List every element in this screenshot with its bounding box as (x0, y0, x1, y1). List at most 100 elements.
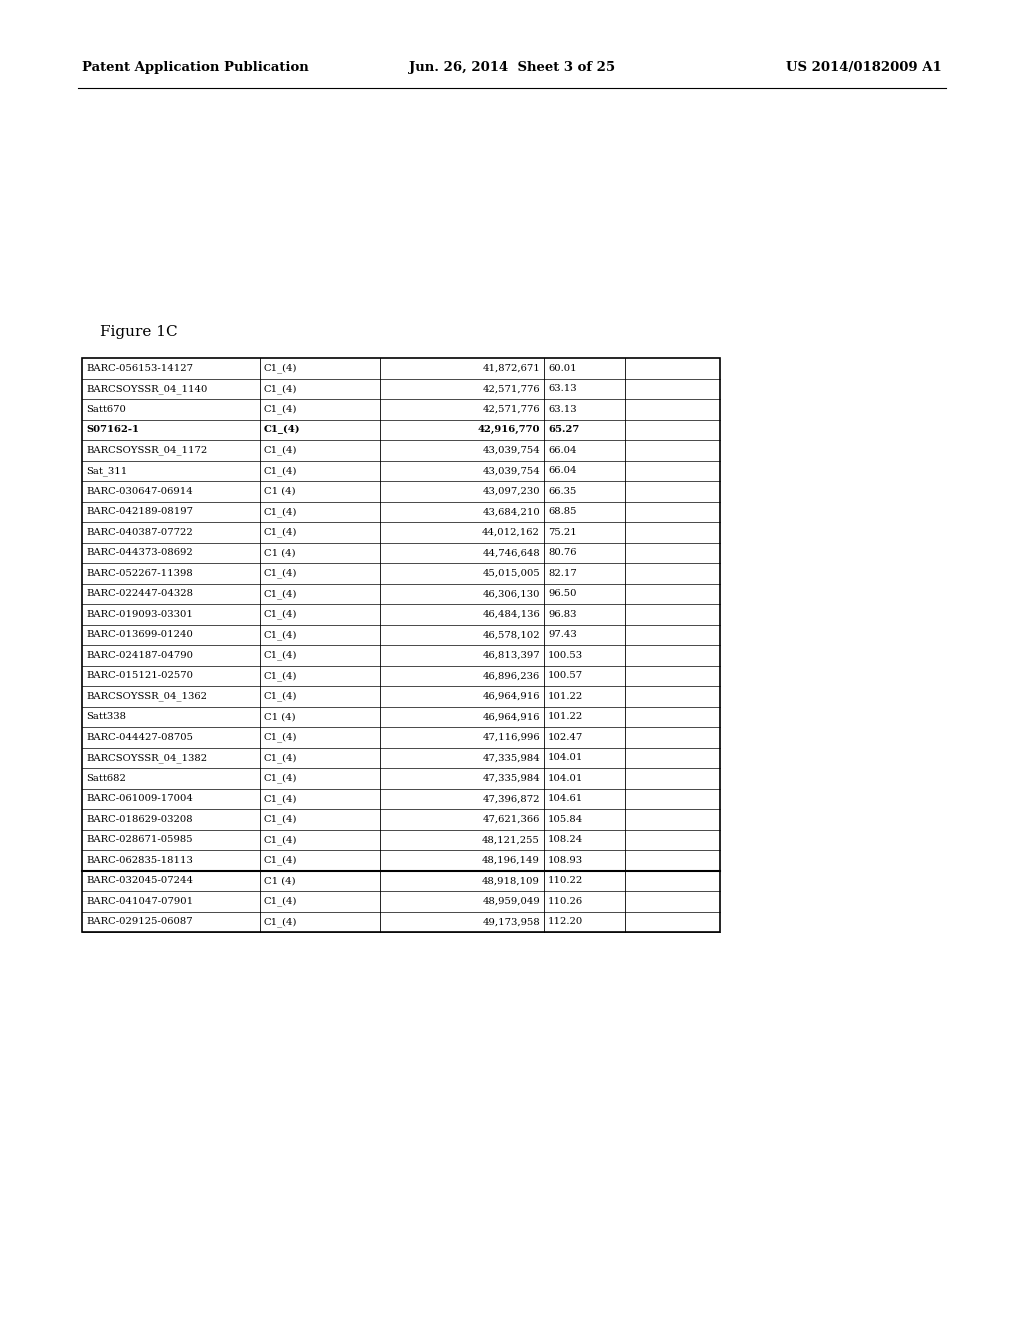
Text: C1_(4): C1_(4) (264, 589, 298, 599)
Text: 46,484,136: 46,484,136 (482, 610, 540, 619)
Text: C1_(4): C1_(4) (264, 752, 298, 763)
Text: 110.26: 110.26 (548, 896, 583, 906)
Text: 68.85: 68.85 (548, 507, 577, 516)
Text: 47,335,984: 47,335,984 (482, 754, 540, 762)
Text: 100.57: 100.57 (548, 672, 583, 680)
Text: C1_(4): C1_(4) (264, 528, 298, 537)
Text: Sat_311: Sat_311 (86, 466, 127, 475)
Text: 63.13: 63.13 (548, 384, 577, 393)
Text: 44,012,162: 44,012,162 (482, 528, 540, 537)
Text: 42,571,776: 42,571,776 (482, 405, 540, 413)
Text: C1_(4): C1_(4) (264, 630, 298, 640)
Text: 104.61: 104.61 (548, 795, 584, 804)
Text: 41,872,671: 41,872,671 (482, 364, 540, 372)
Text: 48,918,109: 48,918,109 (482, 876, 540, 886)
Text: C1 (4): C1 (4) (264, 548, 296, 557)
Text: C1_(4): C1_(4) (264, 917, 298, 927)
Text: C1_(4): C1_(4) (264, 445, 298, 455)
Text: Patent Application Publication: Patent Application Publication (82, 62, 309, 74)
Text: Satt338: Satt338 (86, 713, 126, 721)
Text: 46,896,236: 46,896,236 (482, 672, 540, 680)
Text: BARC-041047-07901: BARC-041047-07901 (86, 896, 194, 906)
Text: BARC-029125-06087: BARC-029125-06087 (86, 917, 193, 927)
Text: C1_(4): C1_(4) (264, 466, 298, 475)
Text: 75.21: 75.21 (548, 528, 577, 537)
Text: C1_(4): C1_(4) (264, 363, 298, 374)
Text: C1_(4): C1_(4) (264, 569, 298, 578)
Text: Jun. 26, 2014  Sheet 3 of 25: Jun. 26, 2014 Sheet 3 of 25 (409, 62, 615, 74)
Text: Satt682: Satt682 (86, 774, 126, 783)
Text: BARCSOYSSR_04_1382: BARCSOYSSR_04_1382 (86, 752, 207, 763)
Text: 43,039,754: 43,039,754 (482, 446, 540, 455)
Text: 105.84: 105.84 (548, 814, 584, 824)
Text: 66.04: 66.04 (548, 466, 577, 475)
Text: BARC-024187-04790: BARC-024187-04790 (86, 651, 193, 660)
Text: 47,116,996: 47,116,996 (482, 733, 540, 742)
Text: BARC-030647-06914: BARC-030647-06914 (86, 487, 193, 496)
Text: S07162-1: S07162-1 (86, 425, 139, 434)
Text: Satt670: Satt670 (86, 405, 126, 413)
Text: 82.17: 82.17 (548, 569, 577, 578)
Text: 44,746,648: 44,746,648 (482, 548, 540, 557)
Text: BARC-056153-14127: BARC-056153-14127 (86, 364, 193, 372)
Text: BARC-022447-04328: BARC-022447-04328 (86, 589, 193, 598)
Text: C1 (4): C1 (4) (264, 487, 296, 496)
Text: BARCSOYSSR_04_1172: BARCSOYSSR_04_1172 (86, 445, 207, 455)
Text: C1_(4): C1_(4) (264, 793, 298, 804)
Text: 43,684,210: 43,684,210 (482, 507, 540, 516)
Text: BARC-052267-11398: BARC-052267-11398 (86, 569, 193, 578)
Text: BARC-032045-07244: BARC-032045-07244 (86, 876, 193, 886)
Text: BARC-044427-08705: BARC-044427-08705 (86, 733, 193, 742)
Text: 80.76: 80.76 (548, 548, 577, 557)
Text: 108.93: 108.93 (548, 855, 583, 865)
Text: 46,964,916: 46,964,916 (482, 692, 540, 701)
Text: 48,959,049: 48,959,049 (482, 896, 540, 906)
Text: 104.01: 104.01 (548, 754, 584, 762)
Text: C1_(4): C1_(4) (264, 834, 298, 845)
Text: 108.24: 108.24 (548, 836, 584, 845)
Text: 102.47: 102.47 (548, 733, 584, 742)
Text: C1_(4): C1_(4) (264, 507, 298, 516)
Text: C1_(4): C1_(4) (264, 671, 298, 681)
Text: C1 (4): C1 (4) (264, 876, 296, 886)
Text: 112.20: 112.20 (548, 917, 584, 927)
Text: 45,015,005: 45,015,005 (482, 569, 540, 578)
Text: Figure 1C: Figure 1C (100, 325, 177, 339)
Text: C1 (4): C1 (4) (264, 713, 296, 721)
Text: BARC-062835-18113: BARC-062835-18113 (86, 855, 193, 865)
Text: 110.22: 110.22 (548, 876, 584, 886)
Text: 46,578,102: 46,578,102 (482, 630, 540, 639)
Bar (82, 358, 720, 932)
Text: C1_(4): C1_(4) (264, 692, 298, 701)
Text: 96.83: 96.83 (548, 610, 577, 619)
Text: C1_(4): C1_(4) (264, 384, 298, 393)
Text: BARC-013699-01240: BARC-013699-01240 (86, 630, 193, 639)
Text: 48,121,255: 48,121,255 (482, 836, 540, 845)
Text: BARC-042189-08197: BARC-042189-08197 (86, 507, 193, 516)
Text: 46,306,130: 46,306,130 (482, 589, 540, 598)
Text: C1_(4): C1_(4) (264, 896, 298, 906)
Text: BARCSOYSSR_04_1362: BARCSOYSSR_04_1362 (86, 692, 207, 701)
Text: 101.22: 101.22 (548, 713, 584, 721)
Text: C1_(4): C1_(4) (264, 855, 298, 865)
Text: BARC-044373-08692: BARC-044373-08692 (86, 548, 193, 557)
Text: BARC-061009-17004: BARC-061009-17004 (86, 795, 193, 804)
Text: 60.01: 60.01 (548, 364, 577, 372)
Text: 97.43: 97.43 (548, 630, 577, 639)
Text: C1_(4): C1_(4) (264, 610, 298, 619)
Text: BARC-018629-03208: BARC-018629-03208 (86, 814, 193, 824)
Text: 43,039,754: 43,039,754 (482, 466, 540, 475)
Text: 48,196,149: 48,196,149 (482, 855, 540, 865)
Text: C1_(4): C1_(4) (264, 814, 298, 824)
Text: C1_(4): C1_(4) (264, 774, 298, 783)
Text: 104.01: 104.01 (548, 774, 584, 783)
Text: 66.04: 66.04 (548, 446, 577, 455)
Text: 46,964,916: 46,964,916 (482, 713, 540, 721)
Text: C1_(4): C1_(4) (264, 651, 298, 660)
Text: 43,097,230: 43,097,230 (482, 487, 540, 496)
Text: C1_(4): C1_(4) (264, 404, 298, 414)
Text: 101.22: 101.22 (548, 692, 584, 701)
Text: US 2014/0182009 A1: US 2014/0182009 A1 (786, 62, 942, 74)
Text: C1_(4): C1_(4) (264, 425, 301, 434)
Text: BARC-040387-07722: BARC-040387-07722 (86, 528, 193, 537)
